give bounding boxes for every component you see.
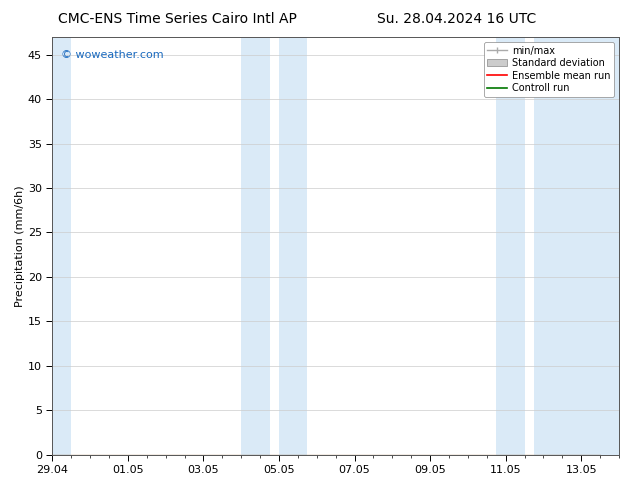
Bar — [534, 37, 619, 455]
Text: Su. 28.04.2024 16 UTC: Su. 28.04.2024 16 UTC — [377, 12, 536, 26]
Bar — [241, 37, 269, 455]
Bar — [279, 37, 307, 455]
Legend: min/max, Standard deviation, Ensemble mean run, Controll run: min/max, Standard deviation, Ensemble me… — [484, 42, 614, 97]
Y-axis label: Precipitation (mm/6h): Precipitation (mm/6h) — [15, 185, 25, 307]
Bar — [496, 37, 524, 455]
Bar — [53, 37, 71, 455]
Text: CMC-ENS Time Series Cairo Intl AP: CMC-ENS Time Series Cairo Intl AP — [58, 12, 297, 26]
Text: © woweather.com: © woweather.com — [61, 49, 164, 60]
